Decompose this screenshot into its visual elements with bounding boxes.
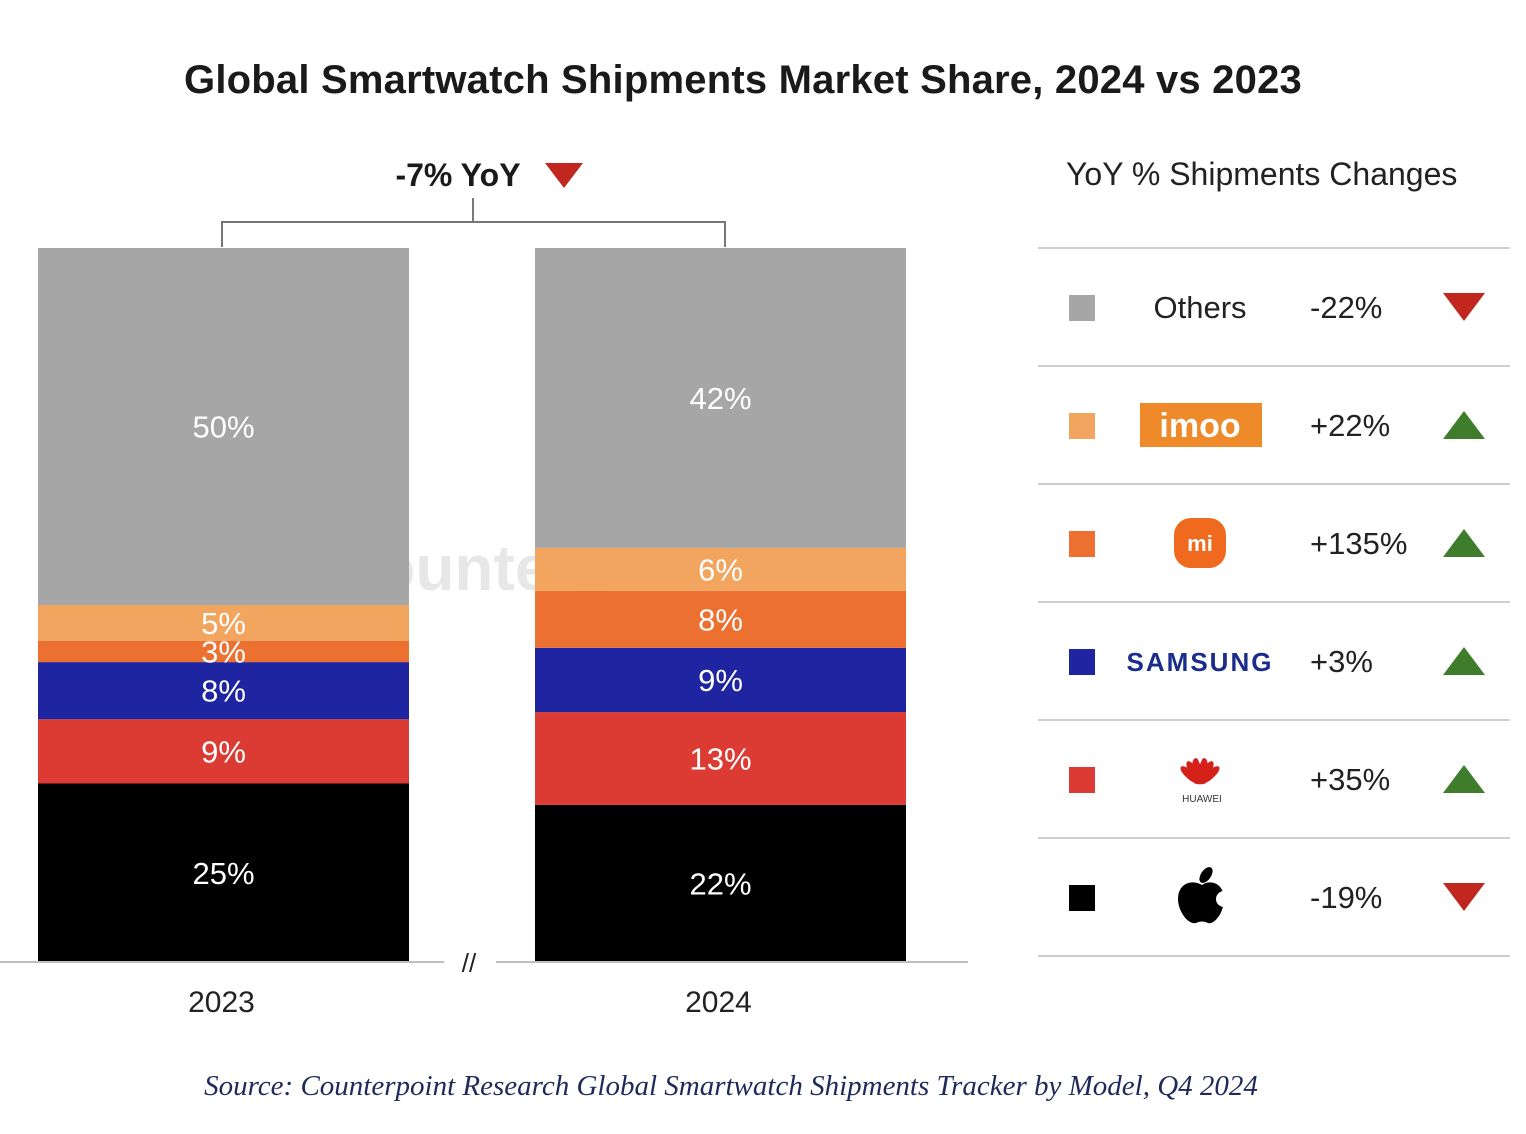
legend-swatch-others xyxy=(1069,295,1095,321)
legend-row-mi: mi +135% xyxy=(1038,518,1510,603)
up-triangle-icon xyxy=(1443,765,1485,793)
data-label-apple-2023: 25% xyxy=(192,856,254,891)
down-triangle-icon xyxy=(1443,293,1485,321)
data-label-others-2023: 50% xyxy=(192,410,254,445)
bar-segment-huawei-2023 xyxy=(38,719,409,784)
bar-segment-samsung-2023 xyxy=(38,662,409,720)
x-axis: // 2023 2024 xyxy=(0,948,968,1019)
data-label-huawei-2023: 9% xyxy=(201,734,246,769)
bar-segment-apple-2023 xyxy=(38,783,409,962)
bar-segment-others-2024 xyxy=(535,248,906,548)
svg-text:HUAWEI: HUAWEI xyxy=(1182,794,1222,805)
imoo-logo: imoo xyxy=(1159,407,1240,445)
legend-yoy-value: +22% xyxy=(1310,408,1390,443)
data-label-apple-2024: 22% xyxy=(689,866,751,901)
legend-brand-label: Others xyxy=(1153,290,1246,325)
bar-segment-imoo-2024 xyxy=(535,547,906,591)
down-triangle-icon xyxy=(545,163,583,188)
xiaomi-logo: mi xyxy=(1187,531,1213,556)
x-tick-label-2023: 2023 xyxy=(188,986,255,1019)
yoy-bracket: -7% YoY xyxy=(221,157,726,247)
legend-yoy-value: -19% xyxy=(1310,880,1382,915)
legend-title: YoY % Shipments Changes xyxy=(1066,156,1458,192)
legend-swatch-huawei xyxy=(1069,767,1095,793)
source-note: Source: Counterpoint Research Global Sma… xyxy=(204,1070,1258,1102)
legend-row-others: Others -22% xyxy=(1038,290,1510,367)
axis-break-mark: // xyxy=(462,948,477,978)
data-label-mi-2023: 3% xyxy=(201,634,246,669)
legend-yoy-value: -22% xyxy=(1310,290,1382,325)
legend-swatch-mi xyxy=(1069,531,1095,557)
bar-segment-imoo-2023 xyxy=(38,605,409,641)
data-label-imoo-2023: 5% xyxy=(201,606,246,641)
data-label-huawei-2024: 13% xyxy=(689,742,751,777)
bar-segment-huawei-2024 xyxy=(535,712,906,805)
legend-row-apple: -19% xyxy=(1038,867,1510,957)
data-label-mi-2024: 8% xyxy=(698,602,743,637)
legend-swatch-imoo xyxy=(1069,413,1095,439)
apple-logo-icon xyxy=(1178,867,1232,924)
bar-segment-mi-2023 xyxy=(38,640,409,663)
legend: Others -22% imoo +22% mi +135% SAMSUNG +3% HUAWE… xyxy=(1038,247,1510,957)
legend-row-imoo: imoo +22% xyxy=(1038,403,1510,485)
legend-swatch-apple xyxy=(1069,885,1095,911)
legend-yoy-value: +35% xyxy=(1310,762,1390,797)
bar-segment-others-2023 xyxy=(38,248,409,605)
up-triangle-icon xyxy=(1443,647,1485,675)
data-label-samsung-2024: 9% xyxy=(698,663,743,698)
legend-yoy-value: +3% xyxy=(1310,644,1373,679)
data-label-imoo-2024: 6% xyxy=(698,552,743,587)
data-label-others-2024: 42% xyxy=(689,381,751,416)
legend-swatch-samsung xyxy=(1069,649,1095,675)
x-tick-label-2024: 2024 xyxy=(685,986,752,1019)
chart-title: Global Smartwatch Shipments Market Share… xyxy=(184,58,1302,102)
data-label-samsung-2023: 8% xyxy=(201,674,246,709)
legend-row-huawei: HUAWEI +35% xyxy=(1038,758,1510,839)
bar-segment-samsung-2024 xyxy=(535,647,906,713)
up-triangle-icon xyxy=(1443,411,1485,439)
legend-yoy-value: +135% xyxy=(1310,526,1407,561)
huawei-logo: HUAWEI xyxy=(1180,758,1222,805)
samsung-logo: SAMSUNG xyxy=(1127,647,1274,677)
bar-segment-mi-2024 xyxy=(535,590,906,648)
legend-row-samsung: SAMSUNG +3% xyxy=(1038,644,1510,721)
down-triangle-icon xyxy=(1443,883,1485,911)
bar-segment-apple-2024 xyxy=(535,804,906,962)
up-triangle-icon xyxy=(1443,529,1485,557)
total-yoy-label: -7% YoY xyxy=(395,157,520,193)
